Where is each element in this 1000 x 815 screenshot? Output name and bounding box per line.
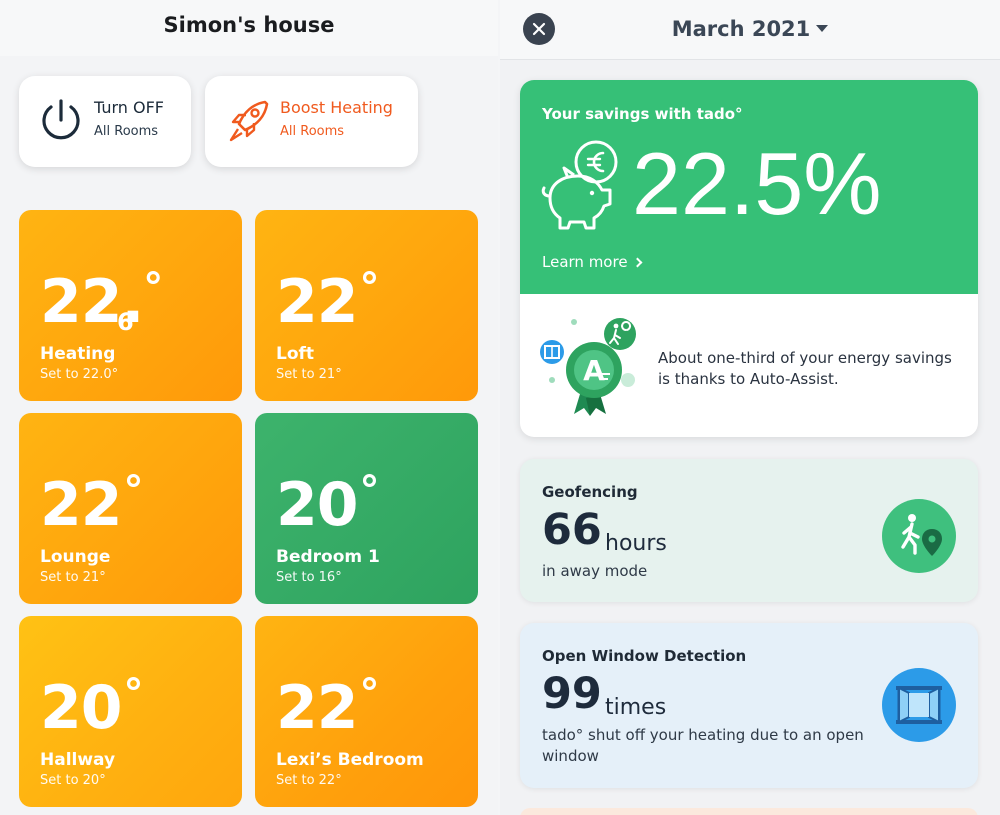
home-panel: Simon's house Turn OFF All Rooms Boost H… [0, 0, 498, 815]
chevron-down-icon [816, 24, 829, 32]
close-icon [532, 22, 546, 36]
open-window-unit: times [605, 695, 667, 720]
next-card-peek [520, 808, 978, 815]
room-temperature-value: 22 [40, 470, 122, 540]
auto-assist-text: About one-third of your energy savings i… [658, 349, 952, 388]
room-temperature: 22° [276, 674, 380, 738]
room-name: Bedroom 1 [276, 547, 380, 567]
degree-symbol: ° [359, 671, 380, 717]
room-temperature-value: 20 [40, 673, 122, 743]
auto-assist-award-icon: A [540, 318, 636, 416]
savings-card: Your savings with tado° 22.5% Learn more [520, 80, 978, 437]
turn-off-all-button[interactable]: Turn OFF All Rooms [19, 76, 191, 167]
room-setpoint: Set to 21° [276, 367, 342, 382]
room-temperature: 22° [40, 471, 144, 535]
svg-text:A: A [583, 354, 605, 387]
piggy-bank-euro-icon [541, 140, 618, 230]
room-temperature-value: 20 [276, 470, 358, 540]
energy-report-panel: March 2021 Your savings with tado° 22.5%… [500, 0, 1000, 815]
room-tile-lexis-bedroom[interactable]: 22° Lexi’s Bedroom Set to 22° [255, 616, 478, 807]
degree-symbol: ° [359, 265, 380, 311]
month-label: March 2021 [671, 17, 811, 41]
degree-symbol: ° [359, 468, 380, 514]
room-temperature: 20° [276, 471, 380, 535]
geofencing-unit: hours [605, 531, 667, 556]
chevron-right-icon [632, 257, 642, 268]
savings-summary: Your savings with tado° 22.5% Learn more [520, 80, 978, 294]
room-temperature-value: 22 [276, 673, 358, 743]
month-selector[interactable]: March 2021 [500, 17, 1000, 41]
geofence-badge [882, 499, 956, 573]
room-setpoint: Set to 16° [276, 570, 342, 585]
open-window-value: 99 [542, 669, 602, 719]
savings-percentage: 22.5% [632, 134, 882, 233]
open-window-description: tado° shut off your heating due to an op… [542, 726, 864, 765]
boost-label: Boost Heating [280, 98, 393, 117]
room-setpoint: Set to 22° [276, 773, 342, 788]
open-window-card[interactable]: Open Window Detection 99 times tado° shu… [520, 623, 978, 788]
home-header: Simon's house [0, 0, 498, 56]
room-name: Heating [40, 344, 116, 364]
close-button[interactable] [523, 13, 555, 45]
room-temperature-value: 22. [40, 267, 144, 337]
boost-sublabel: All Rooms [280, 124, 345, 139]
rocket-icon [229, 100, 269, 142]
learn-more-link[interactable]: Learn more [542, 253, 642, 271]
room-temperature-value: 22 [276, 267, 358, 337]
degree-symbol: ° [123, 671, 144, 717]
room-temperature: 22.° [40, 268, 163, 332]
room-tile-loft[interactable]: 22° Loft Set to 21° [255, 210, 478, 401]
room-setpoint: Set to 21° [40, 570, 106, 585]
room-name: Loft [276, 344, 315, 364]
room-tile-hallway[interactable]: 20° Hallway Set to 20° [19, 616, 242, 807]
room-name: Hallway [40, 750, 116, 770]
power-icon [42, 99, 80, 140]
room-temperature: 22° [276, 268, 380, 332]
room-tile-bedroom-1[interactable]: 20° Bedroom 1 Set to 16° [255, 413, 478, 604]
open-window-badge [882, 668, 956, 742]
room-tile-lounge[interactable]: 22° Lounge Set to 21° [19, 413, 242, 604]
geofencing-description: in away mode [542, 562, 648, 580]
turn-off-sublabel: All Rooms [94, 124, 159, 139]
house-title: Simon's house [163, 13, 335, 37]
room-name: Lexi’s Bedroom [276, 750, 424, 770]
room-name: Lounge [40, 547, 111, 567]
room-temperature-decimal: 6 [117, 308, 134, 336]
savings-title: Your savings with tado° [542, 105, 743, 123]
room-tile-heating[interactable]: 22.° 6 Heating Set to 22.0° [19, 210, 242, 401]
degree-symbol: ° [123, 468, 144, 514]
geofencing-title: Geofencing [542, 483, 638, 501]
open-window-title: Open Window Detection [542, 647, 747, 665]
geofencing-value: 66 [542, 505, 602, 555]
open-window-icon [896, 686, 942, 724]
boost-heating-button[interactable]: Boost Heating All Rooms [205, 76, 418, 167]
degree-symbol: ° [143, 265, 163, 311]
room-temperature: 20° [40, 674, 144, 738]
geofencing-card[interactable]: Geofencing 66 hours in away mode [520, 459, 978, 602]
walking-person-location-icon [901, 514, 942, 556]
learn-more-label: Learn more [542, 253, 628, 271]
turn-off-label: Turn OFF [94, 98, 165, 117]
report-header: March 2021 [500, 0, 1000, 60]
room-setpoint: Set to 20° [40, 773, 106, 788]
room-setpoint: Set to 22.0° [40, 367, 119, 382]
